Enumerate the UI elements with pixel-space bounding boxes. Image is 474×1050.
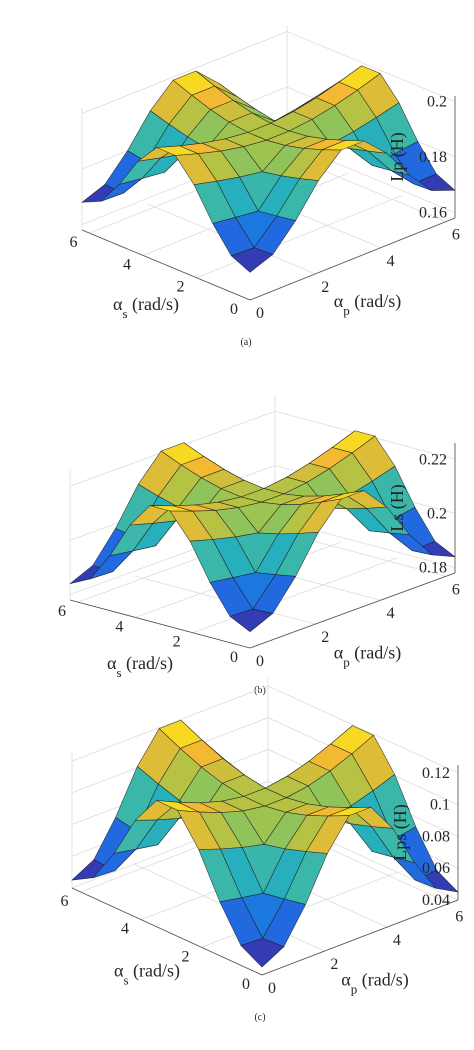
z-tick-label: 0.12 xyxy=(422,765,450,782)
x-tick-label: 4 xyxy=(123,256,131,273)
y-tick-label: 4 xyxy=(387,605,395,622)
floor-gridline-x xyxy=(192,557,398,634)
x-axis-label: αs (rad/s) xyxy=(107,653,173,680)
x-tick-label: 4 xyxy=(121,921,129,938)
z-axis-label: Lps (H) xyxy=(390,804,411,861)
surface-mesh xyxy=(81,65,456,273)
surface-panel-2: 0 2 4 6 0 2 4 6 0.18 0.2 0.22 αs (rad/s) αp (rad/s) L… xyxy=(58,395,460,696)
z-axis-label: Lp (H) xyxy=(387,132,408,181)
floor-gridline-x xyxy=(196,195,402,279)
panel-label: (a) xyxy=(240,337,251,348)
z-tick-label: 0.08 xyxy=(422,828,450,845)
surface-mesh xyxy=(71,719,459,968)
x-tick-label: 6 xyxy=(58,603,66,620)
z-tick-label: 0.22 xyxy=(419,451,447,468)
x-tick-label: 2 xyxy=(176,279,184,296)
x-axis-line xyxy=(69,599,251,649)
y-axis-line xyxy=(249,572,456,649)
y-axis-line xyxy=(261,899,459,976)
x-tick-label: 6 xyxy=(60,893,68,910)
y-tick-label: 2 xyxy=(321,629,329,646)
y-tick-label: 0 xyxy=(268,980,276,997)
y-tick-label: 0 xyxy=(256,653,264,670)
y-axis-label: αp (rad/s) xyxy=(341,970,408,997)
z-gridline xyxy=(81,31,456,114)
z-tick-label: 0.06 xyxy=(422,860,450,877)
surface-panel-3: 0 2 4 6 0 2 4 6 0.04 0.06 0.08 0.1 0.12 αs (rad/s) αp … xyxy=(60,678,463,1023)
y-tick-label: 6 xyxy=(452,581,460,598)
z-gridline xyxy=(71,685,459,774)
x-axis-line xyxy=(81,229,251,301)
y-tick-label: 4 xyxy=(393,932,401,949)
x-tick-label: 4 xyxy=(115,618,123,635)
x-axis-line xyxy=(71,887,263,976)
surface-patch xyxy=(230,247,274,273)
surface-patch xyxy=(229,608,274,633)
surface-panel-1: 0 2 4 6 0 2 4 6 0.16 0.18 0.2 αs (rad/s) αp (rad/s) L… xyxy=(69,26,460,348)
panel-label: (c) xyxy=(254,1012,265,1023)
y-tick-label: 0 xyxy=(256,305,264,322)
axes: 0 2 4 6 0 2 4 6 0.16 0.18 0.2 αs (rad/s) αp (rad/s) L… xyxy=(69,94,459,322)
axes: 0 2 4 6 0 2 4 6 0.04 0.06 0.08 0.1 0.12 αs (rad/s) αp … xyxy=(60,765,463,997)
z-axis-label: Ls (H) xyxy=(387,484,408,532)
z-tick-label: 0.18 xyxy=(419,560,447,577)
panel-label: (b) xyxy=(254,685,266,696)
z-tick-label: 0.04 xyxy=(422,892,450,909)
axes: 0 2 4 6 0 2 4 6 0.18 0.2 0.22 αs (rad/s) αp (rad/s) L… xyxy=(58,443,460,680)
y-tick-label: 6 xyxy=(455,908,463,925)
x-tick-label: 6 xyxy=(69,234,77,251)
x-tick-label: 0 xyxy=(230,301,238,318)
z-gridline xyxy=(69,410,456,487)
y-axis-line xyxy=(249,217,456,301)
z-tick-label: 0.2 xyxy=(427,94,447,111)
z-tick-label: 0.16 xyxy=(419,204,447,221)
y-tick-label: 6 xyxy=(452,227,460,244)
y-axis-label: αp (rad/s) xyxy=(334,643,401,670)
surface-mesh xyxy=(69,430,456,633)
z-tick-label: 0.1 xyxy=(430,797,450,814)
surface-patch xyxy=(240,937,285,968)
x-tick-label: 2 xyxy=(181,948,189,965)
y-tick-label: 2 xyxy=(321,279,329,296)
z-tick-label: 0.18 xyxy=(419,149,447,166)
y-tick-label: 4 xyxy=(387,253,395,270)
x-tick-label: 0 xyxy=(242,976,250,993)
y-tick-label: 2 xyxy=(330,956,338,973)
x-tick-label: 2 xyxy=(173,634,181,651)
x-axis-label: αs (rad/s) xyxy=(113,294,179,321)
x-tick-label: 0 xyxy=(230,649,238,666)
x-axis-label: αs (rad/s) xyxy=(114,961,180,988)
y-axis-label: αp (rad/s) xyxy=(334,291,401,318)
z-tick-label: 0.2 xyxy=(427,505,447,522)
